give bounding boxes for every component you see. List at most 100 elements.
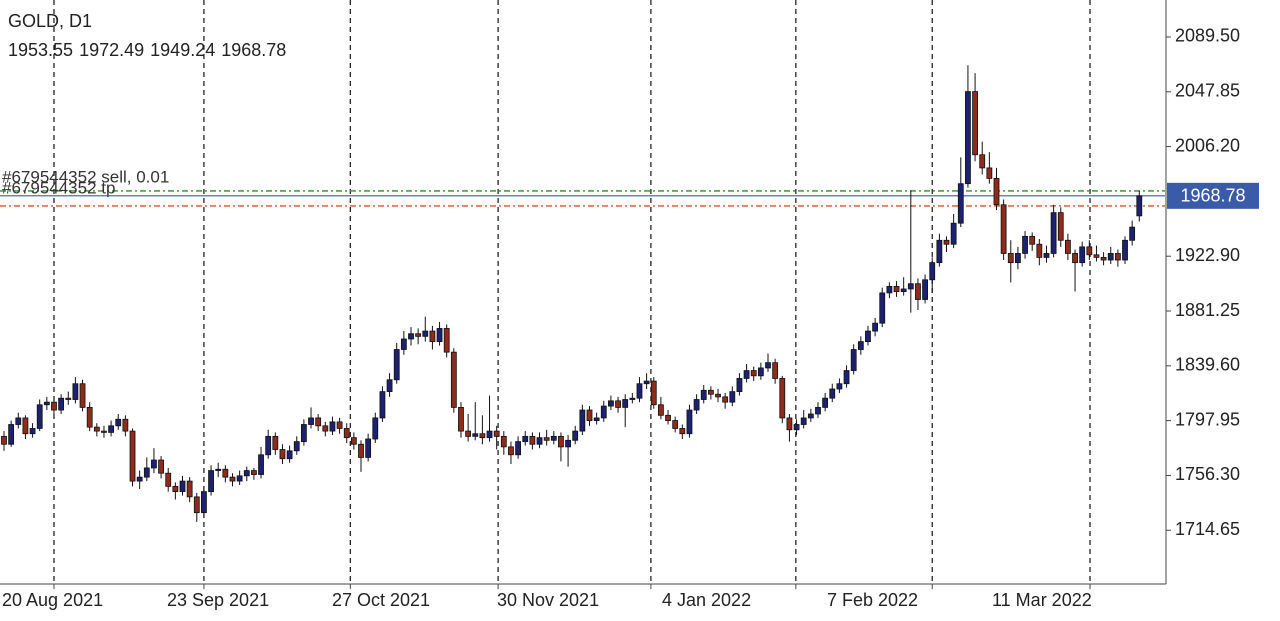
candle-body [1093, 254, 1100, 258]
y-tick-label: 1839.60 [1175, 355, 1240, 375]
candle-body [572, 430, 579, 441]
candle-body [1, 435, 7, 445]
candle-body [915, 283, 921, 300]
candle-body [1129, 226, 1136, 241]
x-tick-label: 4 Jan 2022 [662, 590, 751, 610]
candle-body [8, 424, 15, 445]
candle-body [172, 485, 179, 493]
candle-body [772, 362, 779, 379]
candle-body [629, 397, 636, 400]
candle-body [857, 341, 864, 350]
candle-body [222, 468, 229, 478]
candle-body [158, 459, 164, 474]
candle-body [865, 330, 871, 343]
candle-body [643, 380, 650, 385]
candle-body [807, 413, 814, 419]
candle-body [922, 279, 928, 300]
candle-body [872, 322, 879, 332]
candle-body [850, 349, 857, 371]
candle-body [1064, 239, 1071, 254]
candle-body [686, 409, 693, 435]
candle-body [415, 333, 422, 337]
candle-body [265, 435, 272, 456]
candle-body [422, 330, 429, 337]
candle-body [229, 476, 236, 482]
candle-body [515, 441, 521, 456]
candle-body [622, 399, 629, 408]
candle-body [408, 333, 414, 340]
candle-body [565, 439, 571, 448]
candle-body [101, 430, 107, 433]
candle-body [707, 389, 714, 395]
candle-body [1043, 253, 1050, 258]
candle-body [22, 417, 29, 435]
candle-body [650, 380, 657, 406]
ohlc-readout: 1953.55 1972.49 1949.24 1968.78 [8, 40, 286, 60]
candle-body [450, 351, 457, 408]
candle-body [329, 421, 336, 432]
candle-body [165, 472, 172, 487]
y-tick-label: 1797.95 [1175, 409, 1240, 429]
candle-body [186, 480, 193, 498]
candle-body [722, 396, 729, 403]
candle-body [86, 407, 93, 428]
candle-body [143, 467, 150, 478]
candle-body [472, 433, 479, 437]
candle-body [822, 397, 829, 408]
candle-body [436, 328, 443, 343]
candle-body [1079, 246, 1086, 264]
candle-body [443, 328, 450, 353]
candle-body [765, 362, 771, 369]
candle-body [779, 378, 786, 419]
candle-body [700, 389, 707, 400]
y-tick-label: 2047.85 [1175, 81, 1240, 101]
candle-body [522, 435, 529, 443]
candle-body [1036, 243, 1043, 258]
candle-body [372, 417, 379, 440]
candle-body [836, 383, 843, 390]
candles [1, 65, 1143, 522]
candle-body [300, 424, 307, 443]
candle-body [1007, 253, 1014, 264]
candle-body [258, 454, 264, 475]
candle-body [1050, 212, 1057, 254]
candle-body [179, 480, 186, 493]
y-tick-label: 2006.20 [1175, 135, 1240, 155]
candle-body [343, 428, 350, 439]
candle-body [529, 435, 536, 445]
candle-body [429, 330, 436, 343]
candle-body [208, 470, 214, 493]
x-tick-label: 23 Sep 2021 [167, 590, 269, 610]
candle-body [665, 414, 671, 421]
candle-body [393, 349, 400, 381]
candle-body [550, 435, 557, 441]
y-tick-label: 1881.25 [1175, 300, 1240, 320]
candle-body [1136, 195, 1143, 217]
candle-body [543, 437, 550, 441]
candle-body [1029, 235, 1036, 245]
order-levels: #679544352 sell, 0.01#679544352 tp [0, 167, 1165, 207]
x-tick-label: 30 Nov 2021 [497, 590, 599, 610]
candle-body [93, 426, 100, 432]
candle-body [907, 283, 914, 290]
candle-body [957, 183, 964, 224]
candle-body [1015, 253, 1021, 264]
chart-title: GOLD, D1 [8, 11, 92, 31]
candle-body [29, 428, 36, 435]
candle-body [750, 370, 757, 377]
candle-body [272, 435, 279, 450]
candle-body [336, 421, 343, 429]
order-label: #679544352 tp [2, 178, 115, 197]
candle-body [1072, 253, 1078, 264]
x-tick-label: 11 Mar 2022 [992, 590, 1092, 610]
candle-body [350, 437, 357, 445]
candle-body [65, 397, 72, 400]
candle-body [1114, 253, 1121, 261]
candle-body [122, 418, 129, 432]
candle-body [736, 378, 743, 393]
x-tick-label: 20 Aug 2021 [2, 590, 103, 610]
candle-body [458, 407, 464, 432]
candle-body [72, 383, 79, 400]
